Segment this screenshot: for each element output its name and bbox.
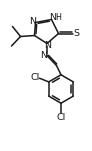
Text: N: N (49, 13, 56, 22)
Text: N: N (29, 18, 36, 26)
Text: Cl: Cl (30, 73, 40, 82)
Text: N: N (40, 51, 47, 60)
Text: Cl: Cl (56, 112, 66, 122)
Text: N: N (44, 41, 51, 50)
Text: H: H (55, 13, 61, 21)
Text: S: S (74, 29, 79, 38)
